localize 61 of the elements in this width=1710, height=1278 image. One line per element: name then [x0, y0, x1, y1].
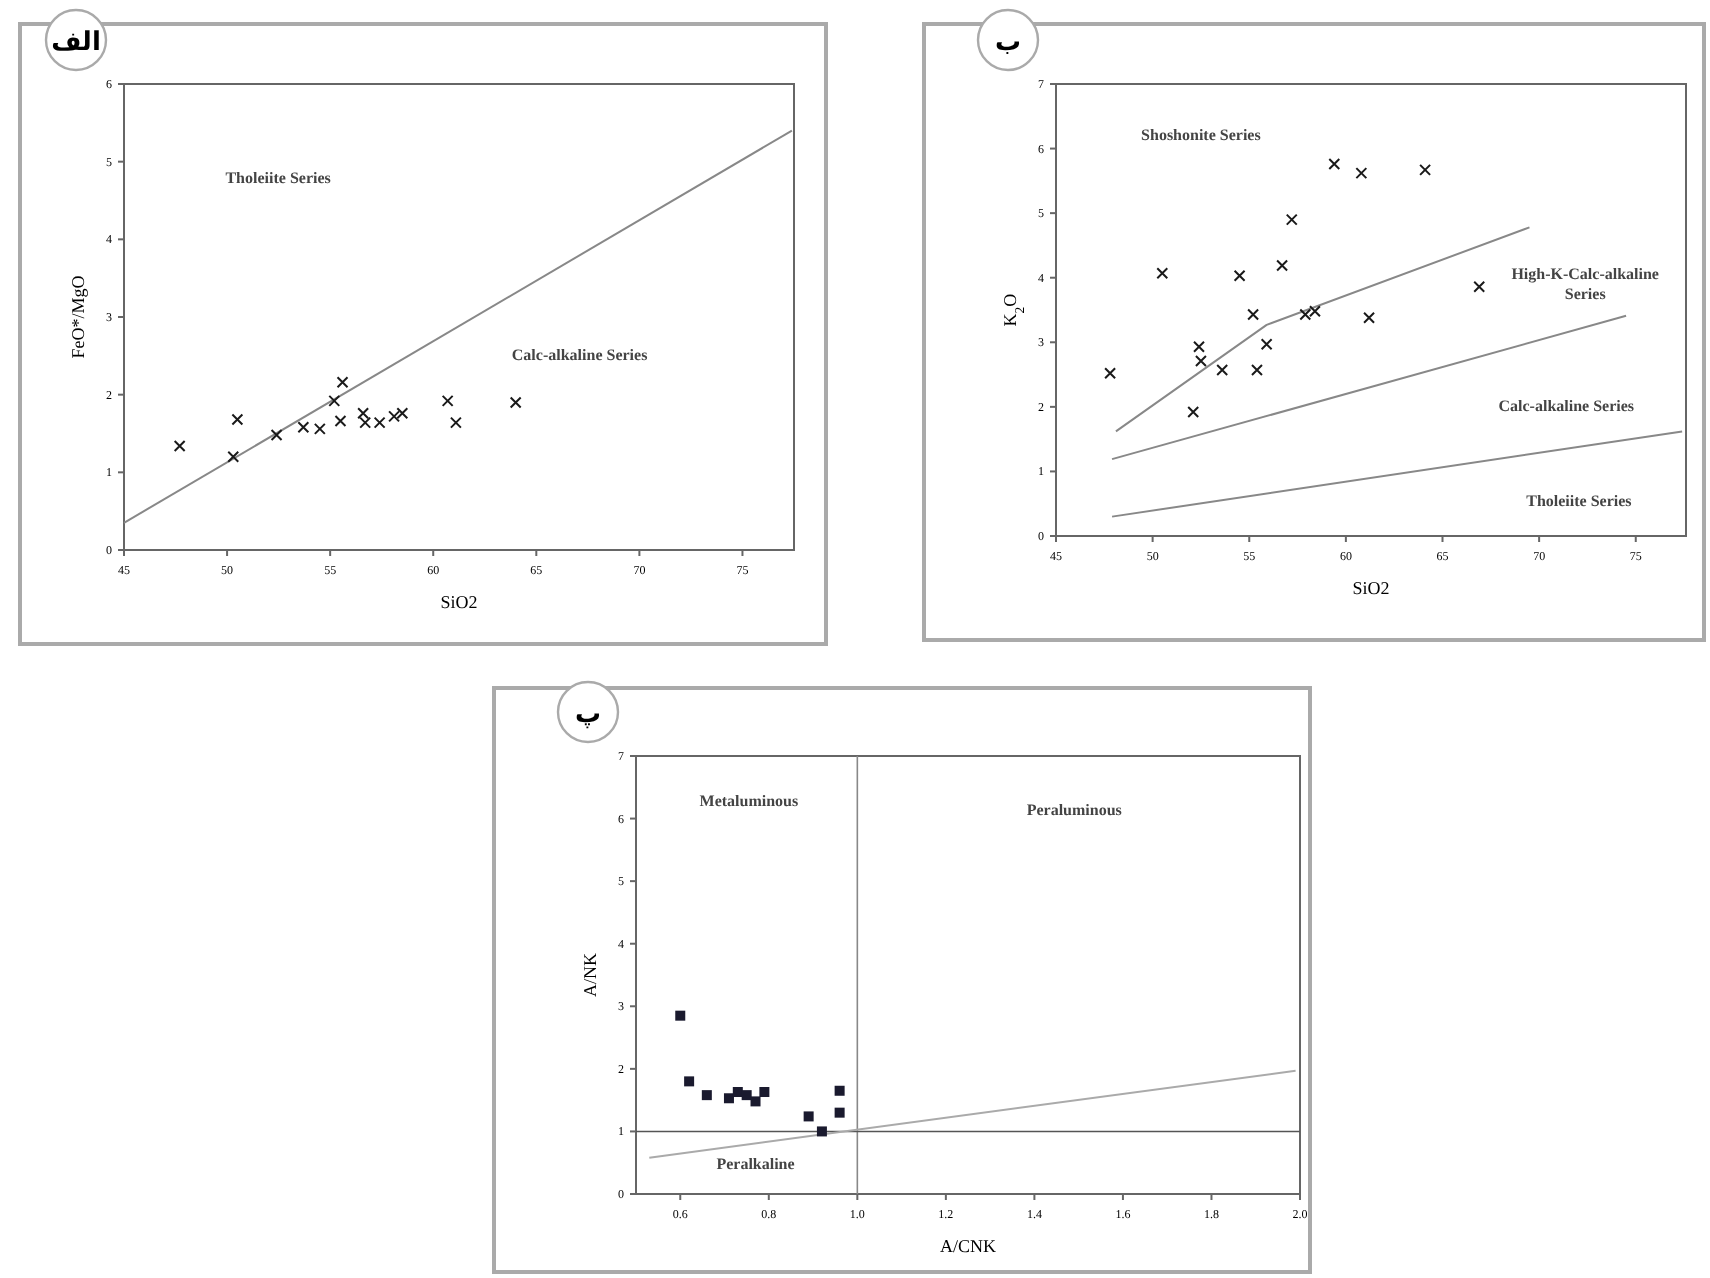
- chart-title: ب: [994, 28, 1022, 58]
- annotation: Shoshonite Series: [1141, 125, 1261, 144]
- point: [1187, 406, 1200, 419]
- annotation: High-K-Calc-alkaline Series: [1511, 264, 1660, 303]
- point: [1363, 311, 1376, 324]
- point: [684, 1076, 695, 1087]
- point: [732, 1087, 743, 1098]
- point: [1194, 355, 1207, 368]
- point: [723, 1093, 734, 1104]
- point: [231, 413, 244, 426]
- annotation: Tholeiite Series: [225, 169, 331, 188]
- point: [388, 410, 401, 423]
- point: [750, 1096, 761, 1107]
- point: [173, 439, 186, 452]
- point: [1247, 308, 1260, 321]
- annotation: Tholeiite Series: [1526, 491, 1632, 510]
- point: [449, 416, 462, 429]
- point: [297, 421, 310, 434]
- point: [1276, 259, 1289, 272]
- point: [334, 415, 347, 428]
- point: [1216, 364, 1229, 377]
- point: [1419, 163, 1432, 176]
- annotation: Peralkaline: [716, 1155, 796, 1174]
- chart-title: پ: [574, 700, 602, 730]
- point: [759, 1087, 770, 1098]
- point: [1250, 364, 1263, 377]
- point: [1355, 167, 1368, 180]
- point: [1473, 280, 1486, 293]
- point: [357, 407, 370, 420]
- chart-title: الف: [51, 28, 101, 58]
- point: [803, 1111, 814, 1122]
- point: [1104, 367, 1117, 380]
- point: [328, 394, 341, 407]
- point: [509, 396, 522, 409]
- point: [1285, 213, 1298, 226]
- point: [336, 376, 349, 389]
- x-axis-title: SiO2: [1352, 578, 1390, 598]
- point: [1260, 338, 1273, 351]
- point: [227, 450, 240, 463]
- x-axis-title: A/CNK: [939, 1236, 997, 1256]
- point: [701, 1090, 712, 1101]
- point: [1156, 267, 1169, 280]
- annotation: Peraluminous: [1026, 800, 1122, 819]
- x-axis-title: SiO2: [440, 592, 478, 612]
- point: [1193, 340, 1206, 353]
- annotation: Calc-alkaline Series: [1498, 396, 1635, 415]
- y-axis-title: A/NK: [580, 952, 600, 997]
- point: [396, 407, 409, 420]
- annotation: Calc-alkaline Series: [511, 346, 648, 365]
- point: [741, 1090, 752, 1101]
- annotation: Metaluminous: [699, 791, 799, 810]
- point: [1328, 158, 1341, 171]
- point: [834, 1085, 845, 1096]
- point: [816, 1126, 827, 1137]
- y-axis-title: FeO*/MgO: [68, 274, 88, 359]
- point: [441, 394, 454, 407]
- point: [834, 1107, 845, 1118]
- point: [675, 1010, 686, 1021]
- point: [1233, 269, 1246, 282]
- point: [270, 429, 283, 442]
- point: [313, 422, 326, 435]
